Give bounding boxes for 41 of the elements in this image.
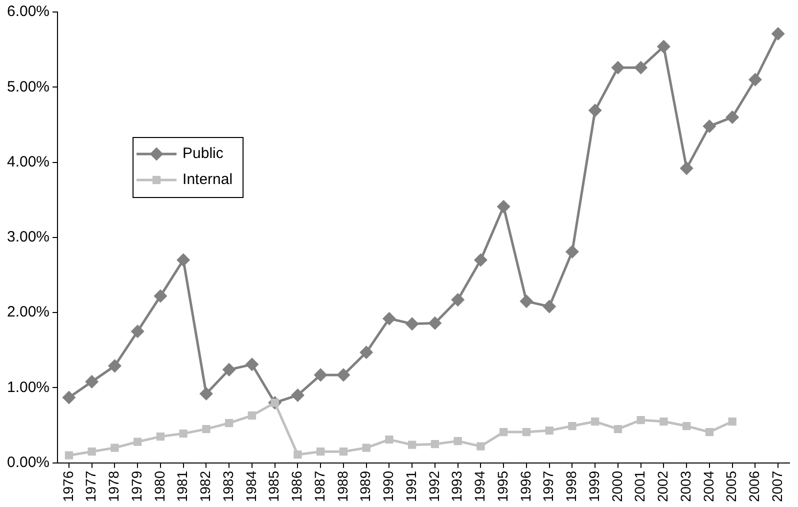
x-tick-label: 1979 [128,470,144,502]
x-tick-label: 1987 [311,470,328,502]
x-tick-label: 1978 [106,470,122,502]
y-tick-label: 1.00% [6,378,50,396]
x-tick-label: 2004 [700,470,716,502]
x-tick-label: 1976 [60,470,76,502]
x-tick-label: 1990 [380,470,396,502]
y-tick-label: 5.00% [6,78,50,96]
x-tick-label: 1996 [517,470,534,502]
x-tick-label: 2003 [677,470,694,502]
y-tick-label: 3.00% [6,228,50,246]
x-tick-label: 1980 [151,470,168,502]
x-tick-label: 1998 [563,470,580,502]
x-tick-label: 2002 [654,470,671,502]
x-tick-label: 1984 [242,470,259,502]
x-tick-label: 1977 [82,470,99,502]
y-tick-label: 0.00% [6,454,50,471]
x-tick-label: 1999 [586,470,602,502]
x-tick-label: 1986 [288,470,305,502]
x-tick-label: 1989 [357,470,374,502]
y-tick-label: 4.00% [6,153,50,170]
x-tick-label: 1994 [472,470,488,502]
x-tick-label: 1992 [426,470,442,502]
x-tick-label: 1983 [220,470,236,502]
x-tick-label: 1981 [174,470,190,502]
y-tick-label: 6.00% [6,3,50,20]
x-tick-label: 1997 [540,470,556,502]
legend-label: Internal [182,171,233,188]
x-tick-label: 1988 [334,470,350,502]
x-tick-label: 2006 [746,470,762,502]
x-tick-label: 1982 [197,470,214,502]
x-tick-label: 1991 [402,470,419,502]
x-tick-label: 2001 [632,470,648,502]
x-tick-label: 1995 [494,470,510,502]
x-tick-label: 2005 [723,470,740,502]
x-tick-label: 2007 [768,470,785,502]
x-tick-label: 1993 [448,470,465,502]
x-tick-label: 1985 [266,470,282,502]
y-tick-label: 2.00% [6,304,50,321]
x-tick-label: 2000 [608,470,625,502]
legend-label: Public [182,145,224,162]
